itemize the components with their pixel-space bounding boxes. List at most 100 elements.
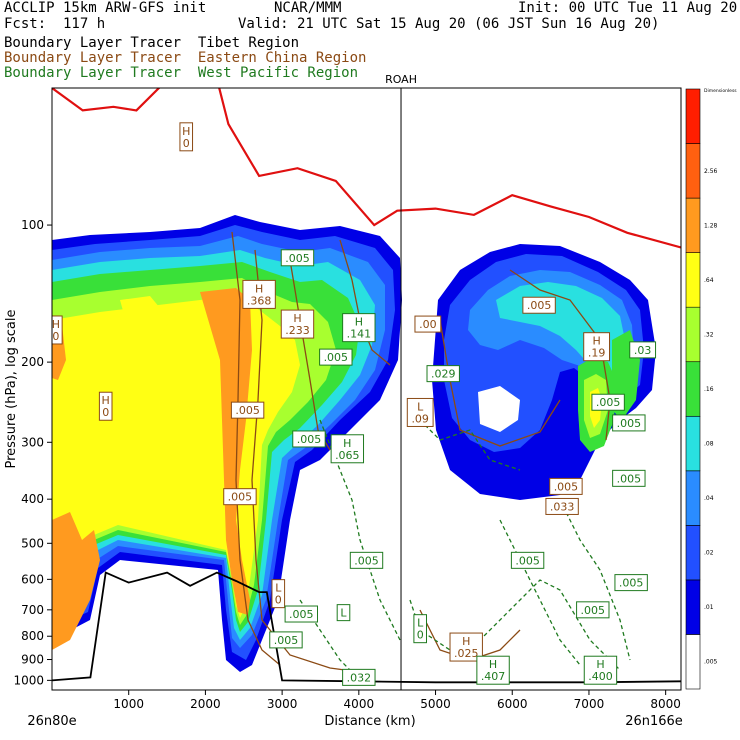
contour-label-text: 0: [275, 594, 282, 607]
contour-label-box: [280, 309, 315, 339]
x-axis-title: Distance (km): [324, 714, 415, 729]
legend-line-tibet: Boundary Layer Tracer Tibet Region: [4, 35, 300, 51]
contour-label-text: .005: [354, 554, 379, 567]
contour-label-text: .065: [335, 449, 360, 462]
contour-label-box: [336, 604, 351, 622]
contour-label-text: H: [52, 318, 60, 331]
contour-label: .029: [426, 365, 460, 383]
contour-label-box: [522, 296, 556, 314]
contour-label-text: .19: [588, 347, 606, 360]
contour-label-text: .005: [324, 351, 349, 364]
y-tick-label: 1000: [13, 673, 44, 687]
contour-label-text: .005: [289, 608, 314, 621]
contour-label-box: [98, 391, 113, 421]
contour-label-box: [612, 469, 646, 487]
colorbar-segment: [685, 361, 701, 417]
y-tick-label: 600: [21, 572, 44, 586]
x-tick-label: 3000: [267, 697, 298, 711]
x-tick-label: 4000: [344, 697, 375, 711]
contour-label-box: [242, 279, 276, 309]
colorbar-segment: [685, 197, 701, 253]
contour-label-text: .09: [411, 412, 429, 425]
contour-label-box: [414, 315, 442, 333]
contour-label-text: L: [417, 617, 424, 630]
y-tick-label: 900: [21, 653, 44, 667]
contour-label-text: .005: [596, 396, 621, 409]
contour-label-box: [292, 430, 326, 448]
contour-label-box: [476, 655, 510, 685]
contour-label-box: [269, 631, 303, 649]
contour-label-text: .03: [634, 344, 652, 357]
y-axis-title: Pressure (hPa), log scale: [4, 310, 19, 469]
x-tick-label: 8000: [650, 697, 681, 711]
tropopause-polyline: [52, 88, 681, 249]
contour-label: H0: [98, 391, 113, 421]
contour-label: .005: [284, 605, 318, 623]
colorbar-segment: [685, 143, 701, 199]
colorbar-segment: [685, 634, 701, 690]
contour-label-text: H: [293, 312, 301, 325]
contour-label-box: [271, 579, 286, 609]
contour-label-text: H: [592, 335, 600, 348]
tropopause-line: [52, 88, 681, 249]
colorbar-label: .16: [704, 386, 714, 393]
contour-label: .005: [549, 477, 583, 495]
contour-label: .005: [522, 296, 556, 314]
contour-label-text: 0: [102, 406, 109, 419]
contour-label-box: [545, 497, 579, 515]
roah-marker: ROAH: [385, 73, 417, 690]
y-tick-label: 500: [21, 536, 44, 550]
contour-label: .005: [576, 601, 610, 619]
colorbar-label: 2.56: [704, 168, 718, 175]
x-tick-label: 7000: [574, 697, 605, 711]
contour-label-box: [230, 401, 265, 419]
y-tick-label: 300: [21, 435, 44, 449]
contour-label-text: .005: [619, 577, 644, 590]
contour-label: .005: [612, 469, 646, 487]
x-tick-label: 1000: [113, 697, 144, 711]
contour-label-box: [406, 397, 434, 427]
colorbar-segment: [685, 252, 701, 308]
model-title: ACCLIP 15km ARW-GFS init: [4, 0, 207, 16]
colorbar-segment: [685, 88, 701, 144]
contour-label: .005: [292, 430, 326, 448]
contour-label: .033: [545, 497, 579, 515]
contour-label-box: [583, 332, 611, 362]
contour-label-text: H: [255, 282, 263, 295]
colorbar-segment: [685, 579, 701, 635]
plot-frame: [51, 87, 682, 691]
contour-label: H0: [52, 315, 63, 345]
contour-label: L0: [413, 614, 427, 644]
colorbar-label: .01: [704, 604, 714, 611]
colorbar-segment: [685, 470, 701, 526]
terrain-line: [52, 571, 681, 684]
colorbar-segment: [685, 306, 701, 363]
contour-label: H.065: [330, 434, 365, 464]
x-tick-label: 5000: [420, 697, 451, 711]
contour-label-box: [223, 488, 257, 506]
colorbar: .005 .01 .02 .04 .08 .16 .32 .64 1.28 2.56 Dimensi…: [685, 88, 737, 690]
contour-label-text: L: [275, 582, 282, 595]
contour-label-box: [413, 614, 427, 644]
contour-label-text: .005: [285, 252, 310, 265]
contour-label-box: [591, 393, 625, 411]
contour-label-text: .005: [581, 604, 606, 617]
left-endpoint-label: 26n80e: [27, 714, 76, 729]
contour-label-text: .407: [481, 670, 506, 683]
contour-label-text: .005: [527, 299, 552, 312]
y-tick-label: 200: [21, 355, 44, 369]
contour-label-text: H: [462, 635, 470, 648]
contour-label-text: .005: [235, 404, 260, 417]
terrain-polyline: [52, 571, 681, 684]
y-tick-label: 400: [21, 492, 44, 506]
contour-label-text: .233: [285, 324, 310, 337]
contour-label-text: .029: [431, 368, 456, 381]
contour-label-box: [426, 365, 460, 383]
contour-label-box: [510, 551, 545, 569]
contour-label: .005: [510, 551, 545, 569]
contour-label-text: .005: [617, 417, 642, 430]
right-endpoint-label: 26n166e: [625, 714, 683, 729]
contour-label: .005: [269, 631, 303, 649]
contour-label-text: H: [182, 125, 190, 138]
contour-label: .005: [349, 551, 384, 569]
